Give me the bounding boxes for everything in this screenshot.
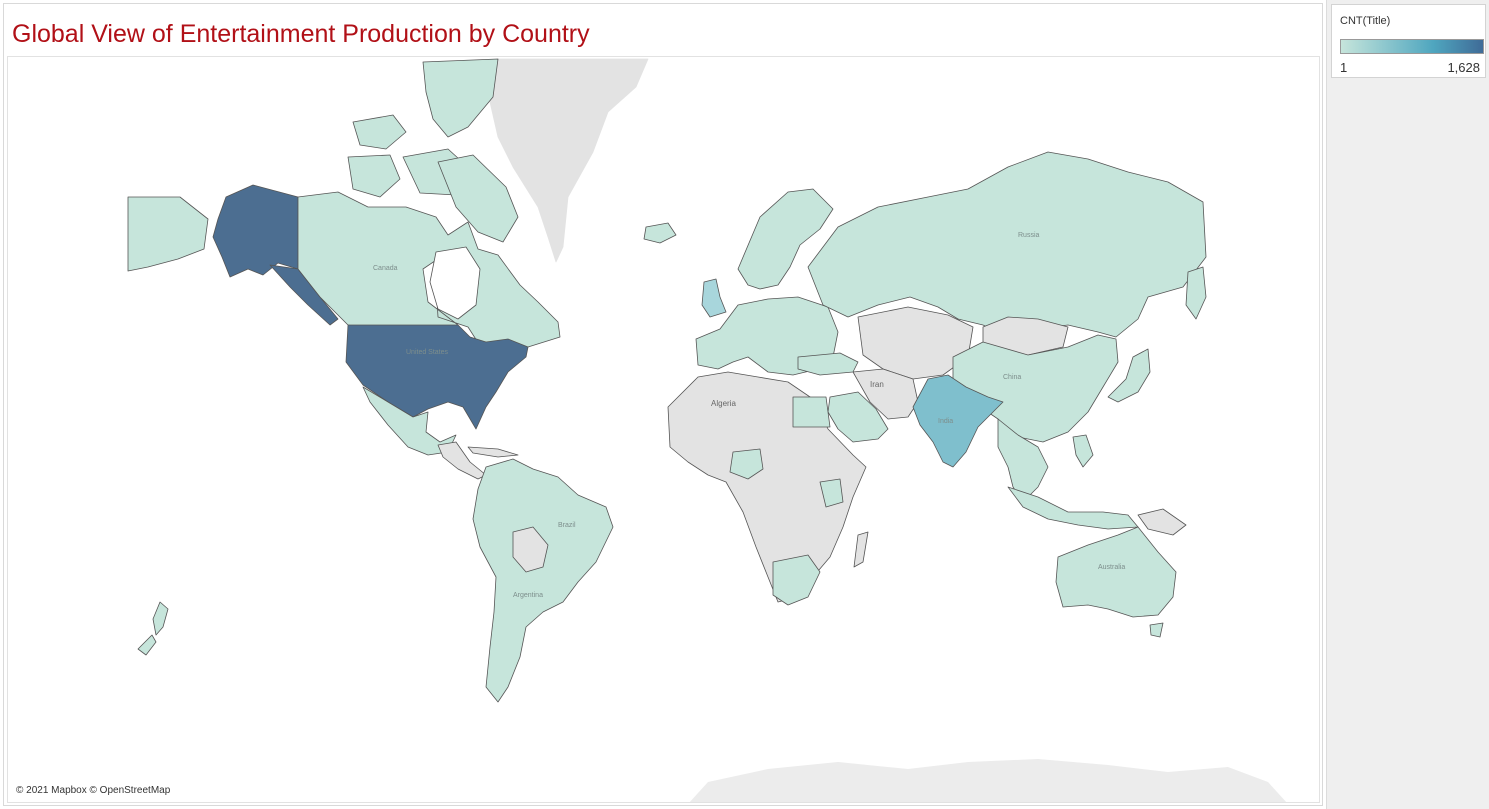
map-region-alaska[interactable] xyxy=(212,184,299,278)
map-region-nigeria[interactable] xyxy=(729,448,764,480)
map-region-arabia[interactable] xyxy=(827,391,889,443)
map-region-africa[interactable] xyxy=(667,371,867,603)
map-region-chukotka[interactable] xyxy=(127,196,209,272)
map-attribution[interactable]: © 2021 Mapbox © OpenStreetMap xyxy=(16,785,171,796)
map-region-greenland[interactable] xyxy=(489,58,649,263)
map-label-australia: Australia xyxy=(1098,564,1125,571)
map-region-canada-arctic[interactable] xyxy=(352,114,407,150)
map-region-tasmania[interactable] xyxy=(1149,622,1164,638)
map-canvas[interactable]: United States Canada Russia China India … xyxy=(8,57,1320,803)
map-region-turkey[interactable] xyxy=(797,352,859,376)
map-label-iran: Iran xyxy=(870,380,884,389)
map-label-brazil: Brazil xyxy=(558,522,576,529)
map-region-south-america[interactable] xyxy=(472,458,614,703)
map-region-south-africa[interactable] xyxy=(772,554,821,606)
map-labels: United States Canada Russia China India … xyxy=(373,232,1125,599)
legend-color-ramp xyxy=(1340,39,1484,54)
map-label-argentina: Argentina xyxy=(513,592,543,599)
map-region-russia[interactable] xyxy=(807,151,1207,338)
map-region-kenya[interactable] xyxy=(819,478,844,508)
map-label-canada: Canada xyxy=(373,265,398,272)
map-region-india[interactable] xyxy=(912,374,1004,468)
map-region-egypt[interactable] xyxy=(792,396,831,428)
map-region-mexico[interactable] xyxy=(362,386,457,456)
map-region-madagascar[interactable] xyxy=(853,531,869,568)
map-region-philippines[interactable] xyxy=(1072,434,1094,468)
legend-title: CNT(Title) xyxy=(1340,15,1391,27)
map-region-kamchatka[interactable] xyxy=(1185,266,1207,320)
map-label-india: India xyxy=(938,418,953,425)
map-region-australia[interactable] xyxy=(1055,526,1177,618)
legend-min-label: 1 xyxy=(1340,60,1348,75)
side-pane: CNT(Title) 1 1,628 xyxy=(1326,0,1489,809)
map-label-us: United States xyxy=(406,349,449,356)
map-region-cuba[interactable] xyxy=(467,446,519,458)
color-legend[interactable]: CNT(Title) 1 1,628 xyxy=(1331,4,1486,78)
map-label-russia: Russia xyxy=(1018,232,1040,239)
map-region-canada-arctic[interactable] xyxy=(422,58,499,138)
map-region-united-states[interactable] xyxy=(345,324,529,430)
map-region-new-zealand[interactable] xyxy=(152,601,169,636)
map-region-indonesia[interactable] xyxy=(1007,486,1139,530)
map-region-scandinavia[interactable] xyxy=(737,188,834,290)
map-region-papua[interactable] xyxy=(1137,508,1187,536)
map-region-united-kingdom[interactable] xyxy=(701,278,727,318)
map-label-algeria: Algeria xyxy=(711,399,736,408)
map-region-baffin[interactable] xyxy=(437,154,519,243)
map-label-china: China xyxy=(1003,374,1021,381)
map-region-iran[interactable] xyxy=(852,368,919,420)
map-region-new-zealand[interactable] xyxy=(137,634,157,656)
map-region-canada-arctic[interactable] xyxy=(347,154,401,198)
map-region-bolivia-paraguay[interactable] xyxy=(512,526,549,573)
map-region-antarctica[interactable] xyxy=(688,759,1288,803)
map-region-japan[interactable] xyxy=(1107,348,1151,403)
dashboard-pane: Global View of Entertainment Production … xyxy=(3,3,1323,806)
map-region-iceland[interactable] xyxy=(643,222,677,244)
page-title: Global View of Entertainment Production … xyxy=(12,20,590,48)
legend-max-label: 1,628 xyxy=(1447,60,1480,75)
map-region-hudson-bay xyxy=(429,246,481,320)
world-map[interactable]: United States Canada Russia China India … xyxy=(7,56,1320,803)
